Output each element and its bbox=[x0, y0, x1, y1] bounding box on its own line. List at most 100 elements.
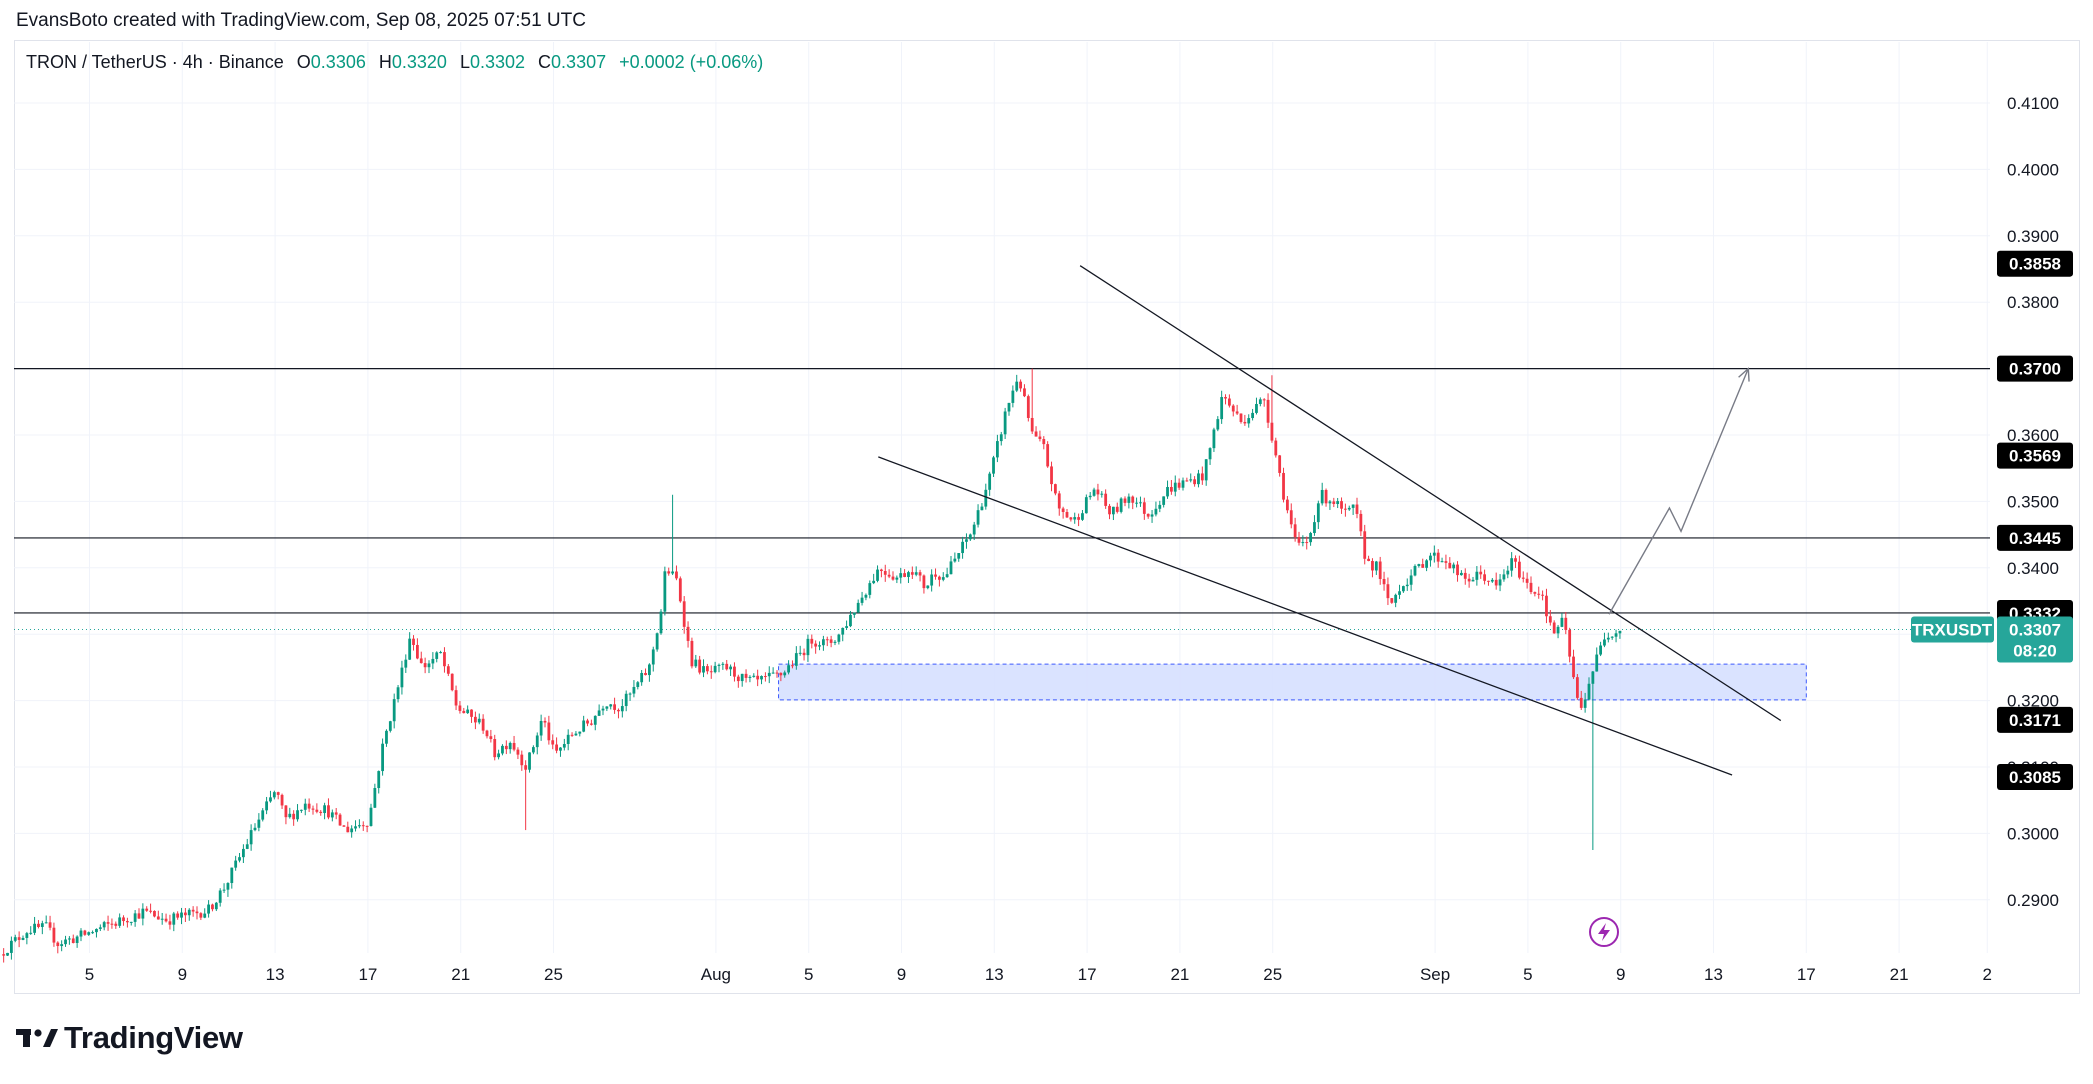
candle-body bbox=[1459, 572, 1463, 576]
candle-body bbox=[849, 614, 852, 627]
candle-body bbox=[114, 923, 118, 926]
y-tick-label: 0.3200 bbox=[2007, 692, 2059, 711]
candle-body bbox=[1239, 413, 1243, 422]
candle-body bbox=[1583, 699, 1587, 708]
chart-canvas[interactable]: 0.29000.30000.31000.32000.33000.34000.35… bbox=[0, 0, 2093, 1000]
candle-body bbox=[377, 771, 381, 789]
candle-body bbox=[1494, 579, 1498, 586]
candle-body bbox=[883, 571, 887, 575]
candle-body bbox=[187, 909, 191, 916]
candle-body bbox=[133, 913, 137, 922]
candle-body bbox=[385, 730, 388, 744]
candle-body bbox=[423, 663, 427, 668]
candle-body bbox=[941, 577, 945, 580]
candle-body bbox=[1231, 405, 1235, 412]
demand-zone-rect bbox=[778, 663, 1807, 701]
chart-frame[interactable] bbox=[14, 40, 2080, 994]
candle-body bbox=[342, 825, 346, 827]
candle-body bbox=[524, 765, 528, 770]
candle-body bbox=[791, 665, 794, 667]
candle-body bbox=[330, 812, 334, 818]
candle-body bbox=[485, 730, 489, 737]
candle-body bbox=[1467, 578, 1471, 582]
price-tag-bg bbox=[1997, 524, 2073, 551]
candle-body bbox=[1197, 473, 1200, 485]
candle-body bbox=[493, 739, 497, 758]
candle-body bbox=[903, 573, 906, 577]
grid-lines bbox=[14, 42, 1990, 953]
candle-body bbox=[895, 577, 899, 580]
price-tag-bg bbox=[1997, 706, 2073, 733]
candle-body bbox=[752, 675, 756, 677]
candle-body bbox=[1313, 522, 1316, 534]
x-tick-label: 9 bbox=[1616, 965, 1625, 984]
candle-body bbox=[1061, 508, 1065, 513]
candle-body bbox=[841, 627, 845, 635]
candle-body bbox=[1510, 558, 1514, 571]
candle-body bbox=[852, 612, 856, 615]
symbol-title[interactable]: TRON / TetherUS · 4h · Binance bbox=[26, 52, 284, 72]
x-tick-label: 5 bbox=[1523, 965, 1532, 984]
candle-body bbox=[1429, 555, 1432, 561]
candle-body bbox=[160, 918, 164, 920]
candle-body bbox=[1394, 594, 1398, 603]
candle-body bbox=[369, 807, 373, 826]
candle-body bbox=[717, 664, 721, 666]
candle-body bbox=[1131, 496, 1135, 503]
candle-body bbox=[91, 932, 94, 934]
candle-body bbox=[694, 659, 698, 667]
x-tick-label: 5 bbox=[85, 965, 94, 984]
candle-body bbox=[1378, 561, 1382, 579]
tradingview-logo[interactable]: TradingView bbox=[16, 1020, 243, 1056]
candle-body bbox=[721, 663, 725, 665]
candle-body bbox=[860, 597, 864, 603]
horizontal-levels bbox=[14, 368, 1990, 631]
candle-body bbox=[705, 666, 709, 672]
candle-body bbox=[1158, 504, 1162, 509]
candle-body bbox=[211, 904, 214, 910]
candle-body bbox=[1405, 584, 1409, 587]
candle-body bbox=[651, 649, 655, 665]
candle-body bbox=[1595, 654, 1599, 672]
candle-body bbox=[396, 687, 400, 700]
candle-body bbox=[609, 704, 613, 707]
candle-body bbox=[806, 638, 810, 656]
candle-body bbox=[1162, 496, 1166, 505]
candle-body bbox=[1034, 431, 1038, 437]
candle-body bbox=[122, 917, 125, 922]
candle-body bbox=[1579, 697, 1583, 708]
candle-body bbox=[647, 664, 651, 676]
candle-body bbox=[686, 626, 690, 641]
candle-body bbox=[636, 682, 640, 687]
candle-body bbox=[1258, 399, 1262, 404]
candle-body bbox=[763, 676, 767, 678]
candle-body bbox=[1475, 571, 1479, 580]
candle-body bbox=[949, 561, 953, 575]
candle-body bbox=[845, 626, 848, 628]
candle-body bbox=[1471, 579, 1475, 582]
candle-body bbox=[1154, 508, 1158, 515]
candle-body bbox=[972, 524, 976, 535]
candle-body bbox=[1139, 502, 1142, 504]
candle-body bbox=[1417, 564, 1421, 566]
candle-body bbox=[195, 911, 199, 914]
candle-body bbox=[1065, 512, 1069, 518]
price-tag: 0.3569 bbox=[2009, 447, 2061, 466]
candle-body bbox=[945, 574, 949, 578]
attribution-text: EvansBoto created with TradingView.com, … bbox=[16, 10, 586, 31]
candle-body bbox=[1166, 486, 1169, 497]
candle-body bbox=[562, 744, 566, 748]
candle-body bbox=[1487, 580, 1490, 582]
candle-body bbox=[1305, 542, 1309, 544]
candle-body bbox=[17, 937, 21, 940]
candle-body bbox=[775, 672, 779, 674]
wedge-upper-line bbox=[1079, 265, 1782, 722]
candle-body bbox=[497, 753, 500, 758]
candle-body bbox=[346, 826, 350, 833]
candle-body bbox=[1479, 571, 1483, 575]
projection-path bbox=[1608, 368, 1749, 615]
candle-body bbox=[1189, 479, 1193, 481]
candle-body bbox=[810, 638, 814, 644]
candle-body bbox=[1525, 578, 1529, 583]
candle-body bbox=[1502, 574, 1506, 580]
